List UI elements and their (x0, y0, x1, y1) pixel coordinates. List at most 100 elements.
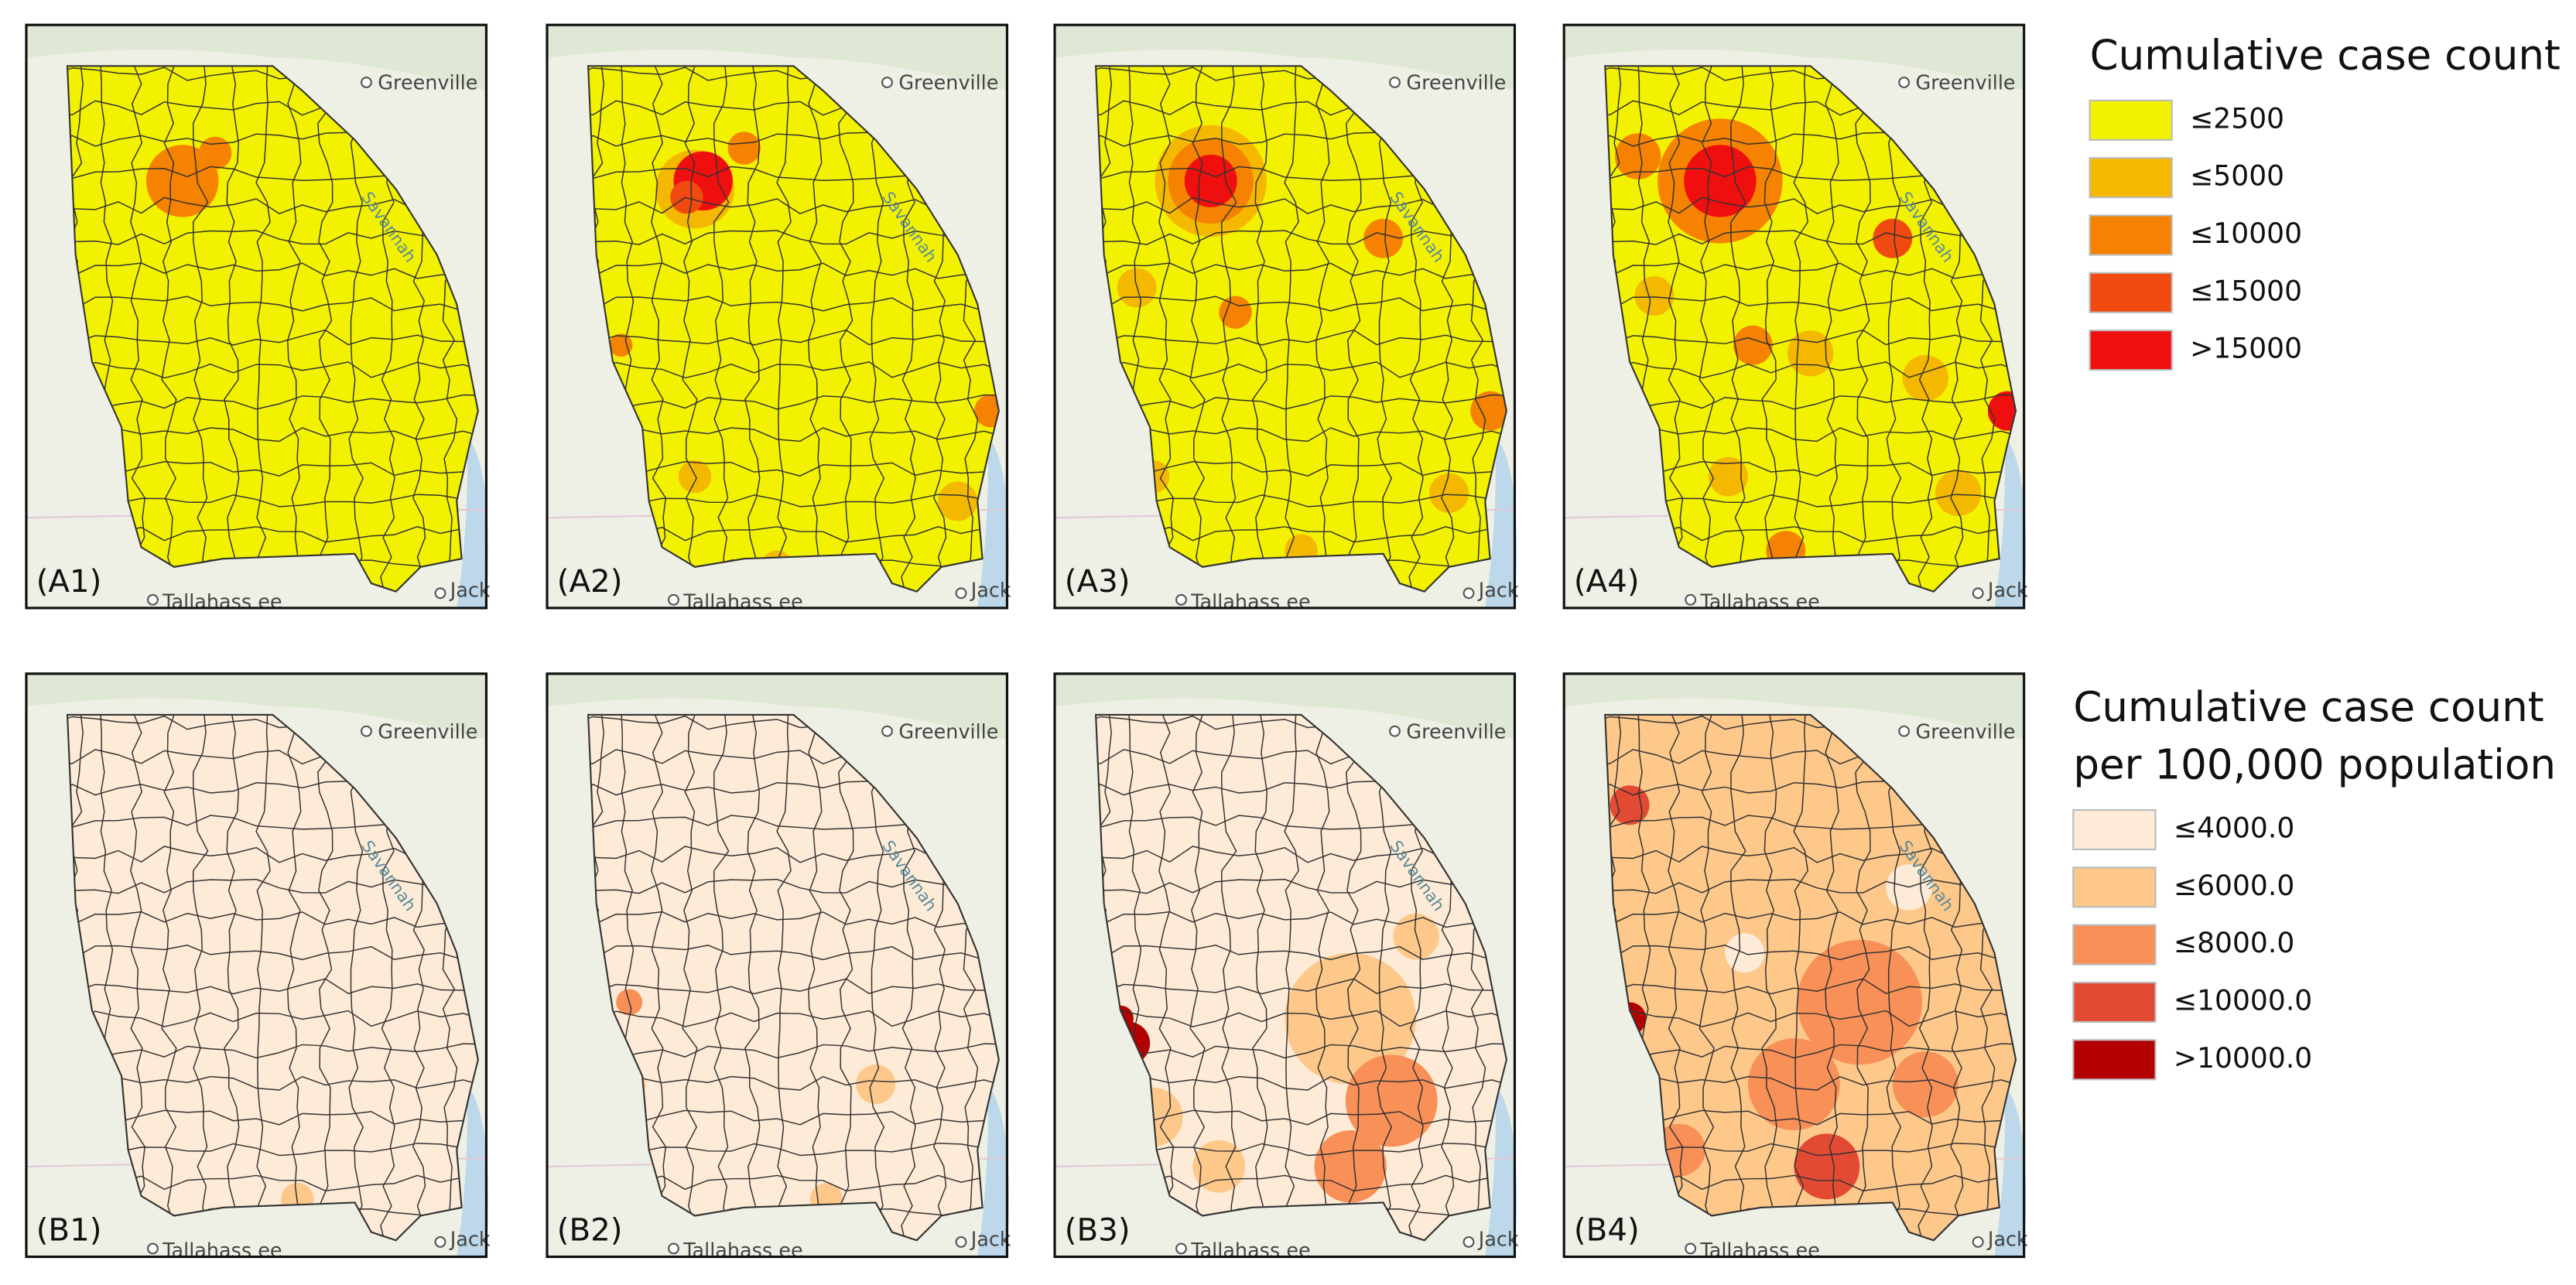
county-cluster (1393, 913, 1439, 960)
county-boundary (1315, 714, 1330, 1241)
county-boundary (1605, 911, 2017, 928)
county-boundary (744, 714, 761, 1241)
city-marker (1685, 593, 1697, 606)
county-boundary (1220, 714, 1237, 1241)
legend-label: ≤15000 (2190, 275, 2302, 307)
county-cluster (1902, 354, 1948, 402)
county-boundary (67, 262, 478, 279)
basemap-water (977, 1084, 1009, 1257)
basemap-water (1994, 435, 2027, 608)
place-label: Jack (1477, 1228, 1519, 1251)
panel-frame (546, 672, 1009, 1259)
county-boundary (1605, 262, 2017, 279)
place-label: Tallahass ee (1699, 591, 1819, 614)
place-label: Jack (1986, 1228, 2028, 1251)
county-boundary (588, 878, 999, 894)
legend-label: ≤2500 (2190, 102, 2284, 135)
county-boundary (192, 714, 209, 1241)
county-boundary (1761, 66, 1777, 592)
legend-label: ≤10000.0 (2174, 984, 2312, 1017)
county-cluster (145, 145, 219, 217)
county-boundary (130, 66, 146, 592)
county-boundary (682, 66, 698, 592)
county-boundary (224, 714, 240, 1241)
county-boundary (1096, 911, 1507, 928)
county-cluster (1184, 154, 1237, 207)
legend-swatch (2089, 157, 2173, 199)
county-boundary (588, 911, 999, 928)
legend-label: ≤5000 (2190, 160, 2284, 193)
city-marker (147, 593, 159, 606)
county-boundary (808, 714, 823, 1241)
basemap-hills (26, 673, 487, 740)
county-boundary (1730, 66, 1746, 592)
county-boundary (67, 911, 478, 928)
county-cluster (1634, 276, 1675, 316)
city-marker (1898, 725, 1911, 737)
county-cluster (1345, 1054, 1438, 1147)
county-boundary (1096, 230, 1507, 245)
county-cluster (1987, 391, 2017, 431)
county-boundary (255, 714, 271, 1241)
place-label: Greenville (1406, 720, 1506, 743)
county-cluster (1892, 1051, 1959, 1118)
county-boundary (651, 66, 667, 592)
county-boundary (1699, 714, 1715, 1241)
state-outline (1604, 65, 2017, 593)
county-boundary (1158, 714, 1175, 1241)
basemap-water (457, 435, 488, 608)
place-label: Tallahass ee (1190, 1239, 1310, 1263)
county-boundary (161, 714, 177, 1241)
legend-swatch (2072, 808, 2157, 851)
county-boundary (161, 66, 177, 592)
place-label: Greenville (898, 720, 998, 743)
city-marker (434, 1235, 446, 1248)
legend-label: >15000 (2190, 333, 2302, 365)
legend-label: ≤6000.0 (2174, 870, 2294, 902)
county-boundary (588, 262, 999, 279)
place-label: Jack (1477, 579, 1519, 603)
county-boundary (1793, 714, 1809, 1241)
place-label: Tallahass ee (682, 1239, 802, 1263)
county-boundary (1605, 230, 2017, 245)
legend-swatch (2072, 1039, 2157, 1081)
county-cluster (1797, 939, 1923, 1065)
place-label: Jack (449, 1228, 491, 1251)
county-boundary (1158, 66, 1175, 592)
panel-frame (25, 23, 488, 610)
basemap-hills (1564, 25, 2024, 91)
legend-title: per 100,000 population (2073, 740, 2556, 788)
state-outline (587, 713, 1000, 1242)
county-boundary (1668, 714, 1684, 1241)
county-cluster (1614, 133, 1661, 179)
place-label: Greenville (378, 72, 477, 95)
basemap-hills (1055, 673, 1515, 740)
panel-frame (25, 672, 488, 1259)
county-boundary (67, 878, 478, 894)
county-boundary (1220, 66, 1237, 592)
city-marker (881, 725, 893, 737)
panel-label: (A1) (36, 563, 102, 600)
basemap-hills (1564, 673, 2024, 740)
county-boundary (1668, 66, 1684, 592)
county-boundary (808, 66, 823, 592)
county-boundary (192, 66, 209, 592)
county-boundary (1252, 714, 1268, 1241)
county-cluster (1733, 325, 1773, 365)
place-label: Tallahass ee (1699, 1239, 1819, 1263)
state-outline (66, 65, 479, 593)
county-boundary (1825, 66, 1839, 592)
panel-frame (1053, 23, 1517, 610)
county-boundary (287, 66, 302, 592)
county-boundary (130, 714, 146, 1241)
panel-label: (A3) (1065, 563, 1131, 600)
county-boundary (744, 66, 761, 592)
county-boundary (1730, 714, 1746, 1241)
panel-label: (A2) (557, 563, 623, 600)
legend-label: >10000.0 (2174, 1042, 2312, 1075)
city-marker (1685, 1242, 1697, 1255)
legend: Cumulative case count ≤2500 ≤5000 ≤10000 ≤15… (2089, 31, 2561, 371)
county-boundary (713, 66, 730, 592)
